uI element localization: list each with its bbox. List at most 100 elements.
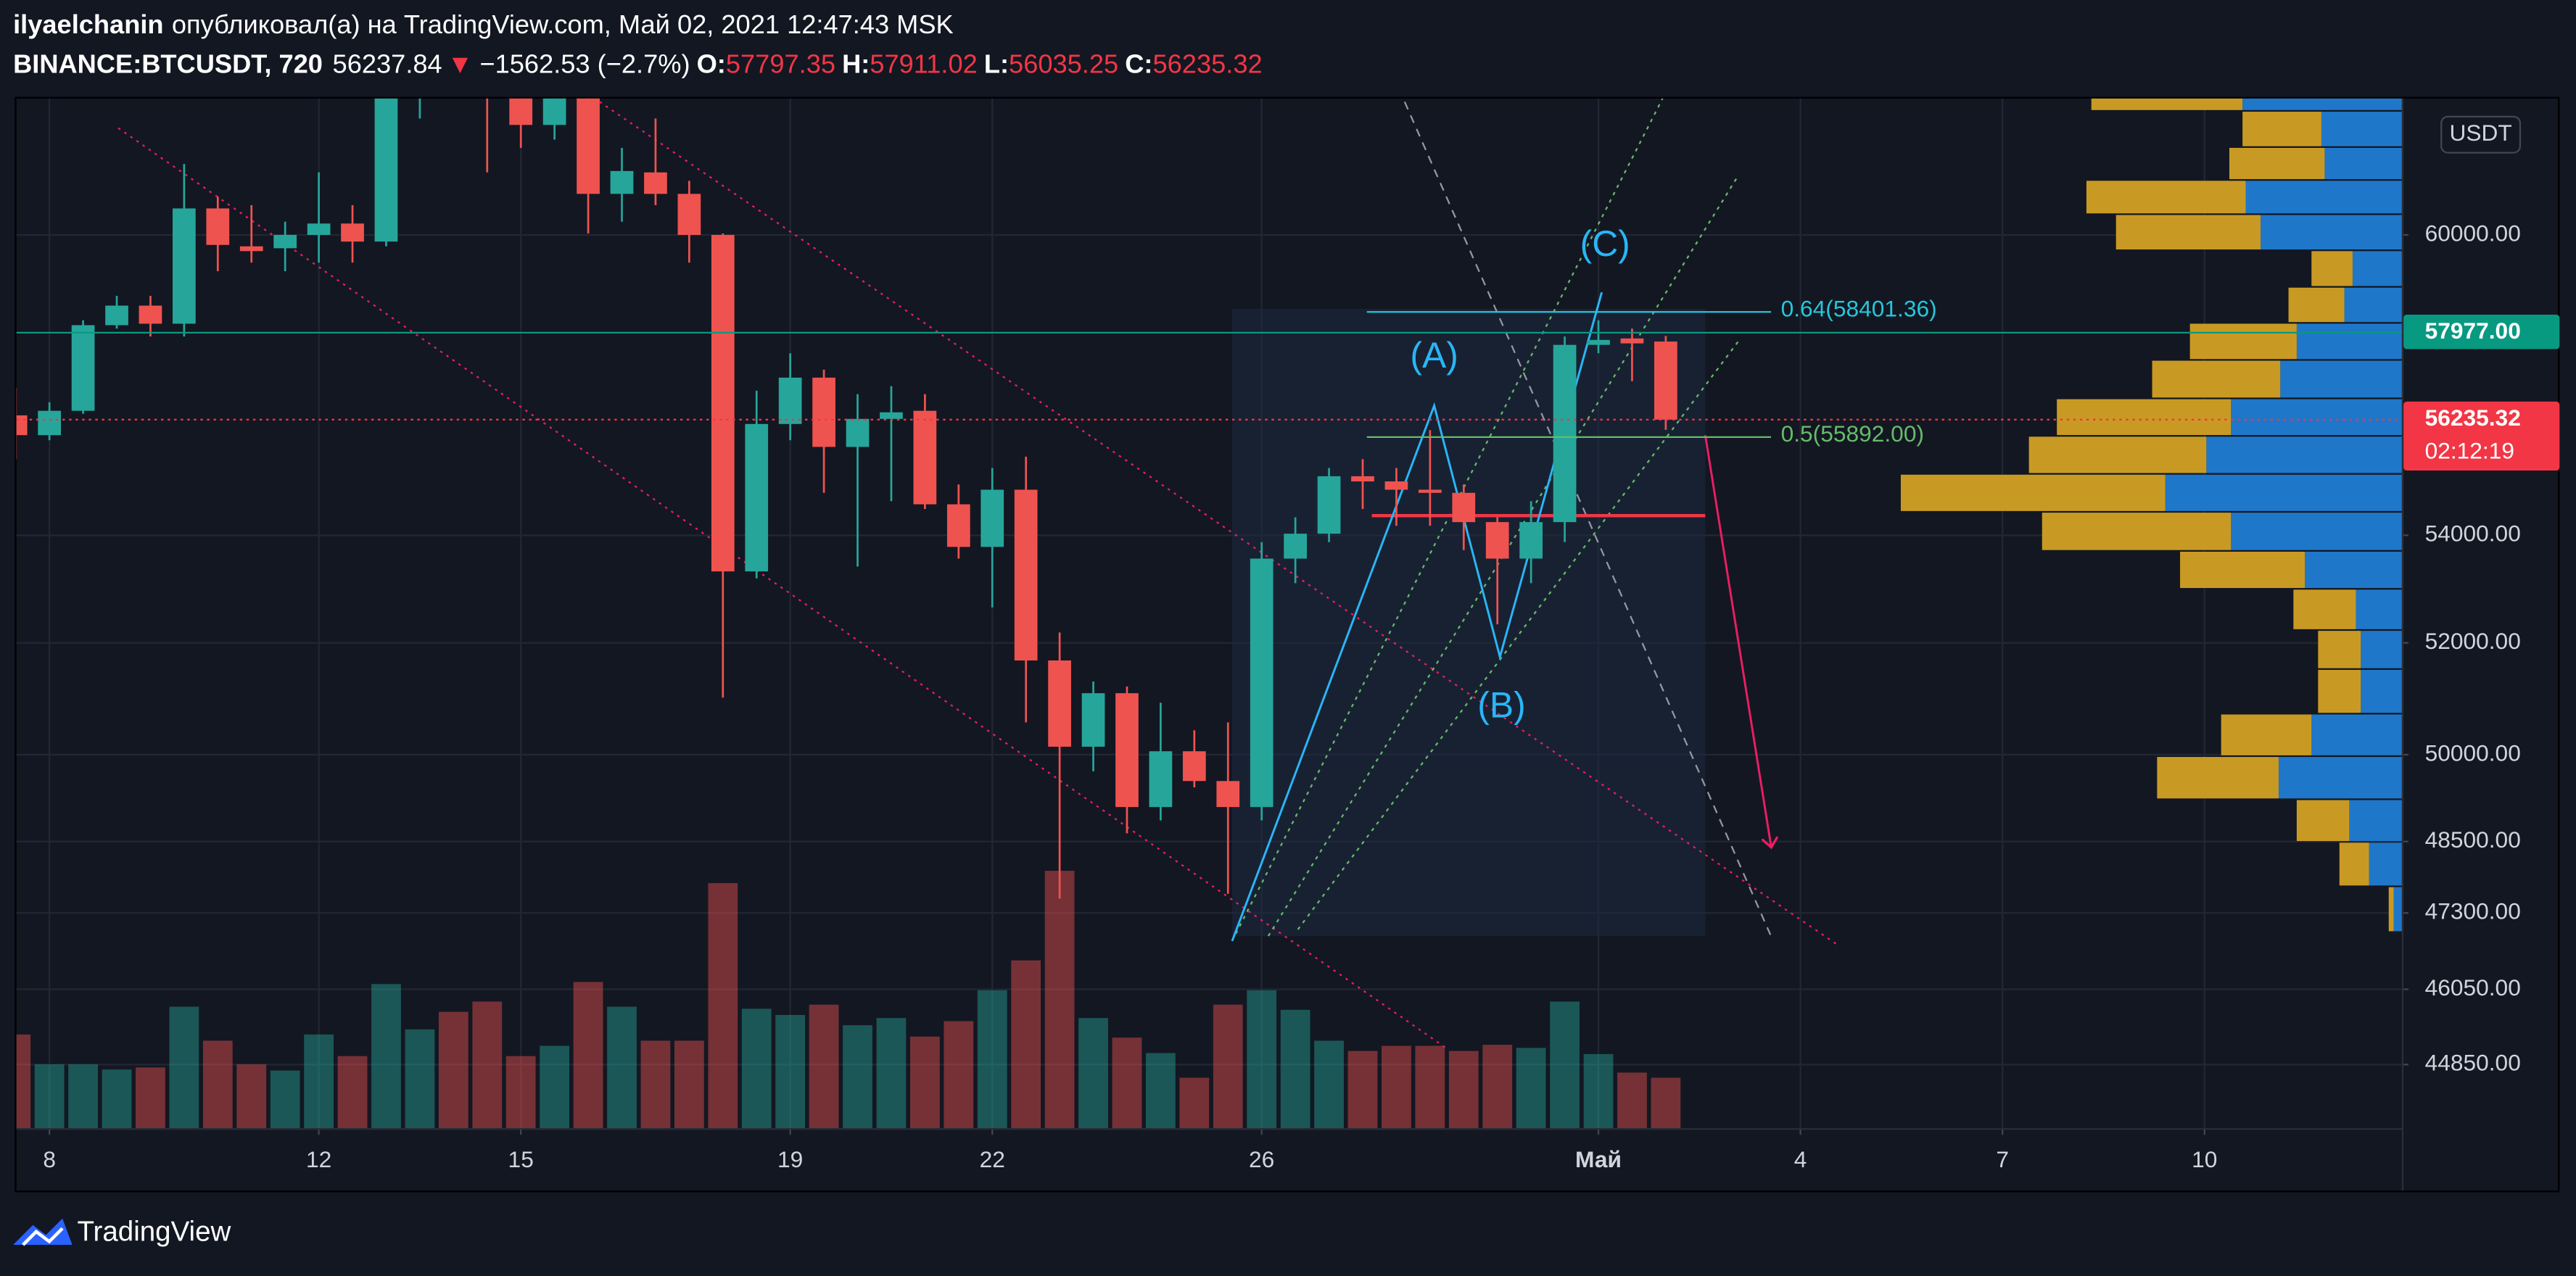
y-tick-label: 60000.00: [2425, 220, 2521, 246]
candle-body: [1419, 489, 1442, 493]
wave-path: [1231, 291, 1603, 942]
candle-body: [1654, 341, 1677, 420]
candle-body: [509, 98, 533, 125]
profile-up: [2280, 360, 2402, 398]
profile-up: [2361, 669, 2402, 713]
volume-bar: [136, 1067, 165, 1129]
profile-up: [2231, 399, 2402, 436]
profile-down: [2318, 631, 2361, 668]
volume-bar: [405, 1029, 435, 1129]
profile-down: [2296, 800, 2350, 842]
x-tick-label: 12: [306, 1146, 331, 1172]
candle-body: [1149, 751, 1173, 808]
volume-bar: [708, 883, 738, 1129]
profile-down: [2028, 436, 2207, 473]
profile-up: [2352, 251, 2402, 286]
profile-down: [2242, 112, 2321, 146]
ohlc-key: O:: [697, 49, 726, 78]
publish-line: ilyaelchanin опубликовал(а) на TradingVie…: [13, 9, 954, 39]
candle-body: [577, 98, 600, 194]
candle-body: [1351, 476, 1374, 482]
profile-down: [2318, 669, 2361, 713]
volume-bar: [1078, 1018, 1108, 1129]
candle-body: [1553, 344, 1577, 523]
profile-down: [2388, 887, 2394, 932]
y-tick-label: 50000.00: [2425, 740, 2521, 766]
candle-body: [1014, 489, 1038, 660]
profile-down: [2339, 842, 2369, 886]
candles: [16, 98, 1677, 899]
candle-body: [1182, 751, 1206, 782]
profile-down: [2229, 147, 2325, 180]
x-tick-label: 7: [1996, 1146, 2009, 1172]
volume-bar: [1213, 1004, 1243, 1129]
last-price: 56237.84: [333, 49, 442, 78]
profile-down: [2042, 513, 2232, 550]
profile-up: [2393, 887, 2402, 932]
volume-bar: [1280, 1009, 1310, 1129]
price-badge-label: 57977.00: [2425, 318, 2521, 344]
wave-label: (C): [1580, 223, 1630, 264]
range-box: [1231, 308, 1706, 937]
profile-up: [2206, 436, 2402, 473]
volume-bar: [809, 1004, 839, 1129]
volume-bar: [169, 1006, 199, 1129]
volume-bar: [1044, 871, 1075, 1129]
volume-bar: [741, 1008, 772, 1129]
volume-bar: [607, 1006, 637, 1129]
y-tick-label: 46050.00: [2425, 974, 2521, 1000]
unit-label: USDT: [2449, 120, 2511, 146]
overlay: 60000.00 54000.00 52000.00 50000.00 48500.00…: [16, 220, 2560, 1172]
price-badge: [2403, 401, 2560, 471]
ohlc-value: 56235.32: [1152, 49, 1262, 78]
profile-up: [2349, 800, 2402, 842]
volume-bar: [1179, 1077, 1210, 1129]
grid: [16, 98, 2402, 1129]
profile-up: [2324, 147, 2402, 180]
volume-bar: [236, 1064, 267, 1129]
profile-down: [2180, 551, 2305, 589]
profile-down: [2288, 287, 2345, 323]
profile-up: [2311, 714, 2402, 755]
profile-down: [2221, 714, 2312, 755]
candle-body: [173, 208, 196, 324]
candle-body: [644, 172, 667, 194]
volume-bar: [1112, 1037, 1142, 1129]
volume-bar: [1583, 1053, 1614, 1129]
ohlc-value: 57797.35: [726, 49, 835, 78]
ohlc-key: C:: [1125, 49, 1152, 78]
chart-frame: [15, 96, 2560, 1193]
y-tick-label: 47300.00: [2425, 898, 2521, 924]
profile-up: [2245, 181, 2402, 214]
volume-bar: [34, 1064, 65, 1129]
x-tick-label: 8: [43, 1146, 56, 1172]
volume-bar: [1146, 1053, 1176, 1129]
volume-bar: [1314, 1040, 1344, 1129]
volume-bar: [640, 1040, 671, 1129]
volume-layer: [16, 871, 1681, 1129]
x-tick-label: 10: [2192, 1146, 2217, 1172]
volume-bar: [775, 1014, 806, 1129]
profile-up: [2165, 474, 2402, 511]
volume-bar: [337, 1056, 368, 1129]
candle-body: [1216, 781, 1240, 808]
volume-bar: [1448, 1051, 1479, 1129]
brand-name: TradingView: [77, 1216, 231, 1247]
candle-body: [981, 489, 1004, 547]
x-tick-label: 19: [777, 1146, 803, 1172]
fib-label: 0.5(55892.00): [1781, 420, 1924, 447]
published-info: опубликовал(а) на TradingView.com, Май 0…: [172, 9, 954, 39]
profile-up: [2369, 842, 2402, 886]
ohlc-key: L:: [984, 49, 1009, 78]
candle-body: [206, 208, 230, 245]
y-tick-label: 52000.00: [2425, 628, 2521, 654]
symbol: BINANCE:BTCUSDT, 720: [13, 49, 323, 78]
x-tick-label: 15: [508, 1146, 534, 1172]
candle-body: [273, 235, 297, 249]
volume-bar: [674, 1040, 704, 1129]
volume-bar: [1347, 1051, 1378, 1129]
author: ilyaelchanin: [13, 9, 163, 39]
candle-body: [778, 377, 802, 424]
profile-up: [2361, 631, 2402, 668]
dashed-line: [1403, 101, 1772, 937]
